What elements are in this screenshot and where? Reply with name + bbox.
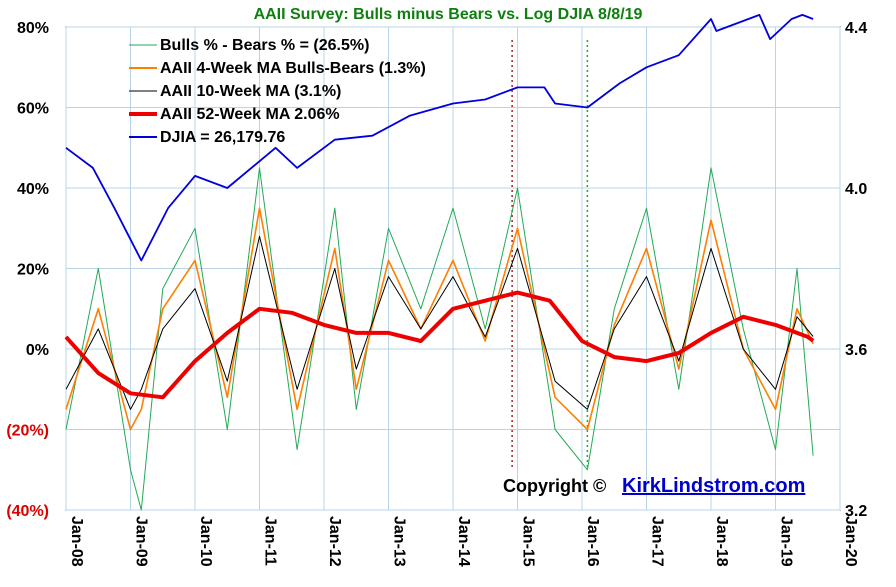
x-tick-label: Jan-17 (649, 516, 666, 567)
left-tick-label: (20%) (6, 423, 49, 440)
x-tick-label: Jan-08 (68, 516, 85, 567)
series-layer (64, 13, 815, 511)
x-tick-label: Jan-20 (842, 516, 859, 567)
legend-label: AAII 4-Week MA Bulls-Bears (1.3%) (160, 60, 426, 77)
right-tick-label: 4.4 (845, 20, 867, 37)
annotation-lines (511, 40, 589, 468)
x-tick-label: Jan-18 (713, 516, 730, 567)
left-axis: 80% 60% 40% 20% 0% (20%) (40%) (6, 20, 49, 520)
x-tick-label: Jan-14 (455, 516, 472, 567)
right-tick-label: 3.6 (845, 342, 867, 359)
copyright-text: Copyright © (503, 476, 606, 496)
right-axis: 4.4 4.0 3.6 3.2 (845, 20, 867, 520)
x-tick-label: Jan-10 (197, 516, 214, 567)
x-tick-label: Jan-11 (262, 516, 279, 566)
right-tick-label: 4.0 (845, 181, 867, 198)
left-tick-label: 80% (17, 20, 49, 37)
legend-label: AAII 10-Week MA (3.1%) (160, 83, 341, 100)
left-tick-label: 40% (17, 181, 49, 198)
x-tick-label: Jan-12 (326, 516, 343, 567)
copyright-link[interactable]: KirkLindstrom.com (622, 475, 805, 497)
x-tick-label: Jan-13 (391, 516, 408, 567)
x-tick-label: Jan-19 (778, 516, 795, 567)
series-line-3 (64, 290, 815, 400)
x-tick-label: Jan-15 (520, 516, 537, 567)
series-line-1 (65, 207, 814, 431)
x-tick-label: Jan-16 (584, 516, 601, 567)
left-tick-label: 60% (17, 101, 49, 118)
legend-label: Bulls % - Bears % = (26.5%) (160, 37, 369, 54)
left-tick-label: (40%) (6, 503, 49, 520)
series-line-0 (65, 167, 814, 511)
left-tick-label: 0% (26, 342, 49, 359)
left-tick-label: 20% (17, 262, 49, 279)
chart-title: AAII Survey: Bulls minus Bears vs. Log D… (254, 6, 643, 23)
x-axis: Jan-08 Jan-09 Jan-10 Jan-11 Jan-12 Jan-13 Jan-… (68, 516, 859, 567)
legend-label: DJIA = 26,179.76 (160, 129, 285, 146)
right-tick-label: 3.2 (845, 503, 867, 520)
legend: Bulls % - Bears % = (26.5%) AAII 4-Week M… (129, 37, 426, 146)
series-line-2 (65, 235, 814, 410)
series-line-4 (65, 13, 814, 262)
legend-label: AAII 52-Week MA 2.06% (160, 106, 340, 123)
x-tick-label: Jan-09 (133, 516, 150, 567)
